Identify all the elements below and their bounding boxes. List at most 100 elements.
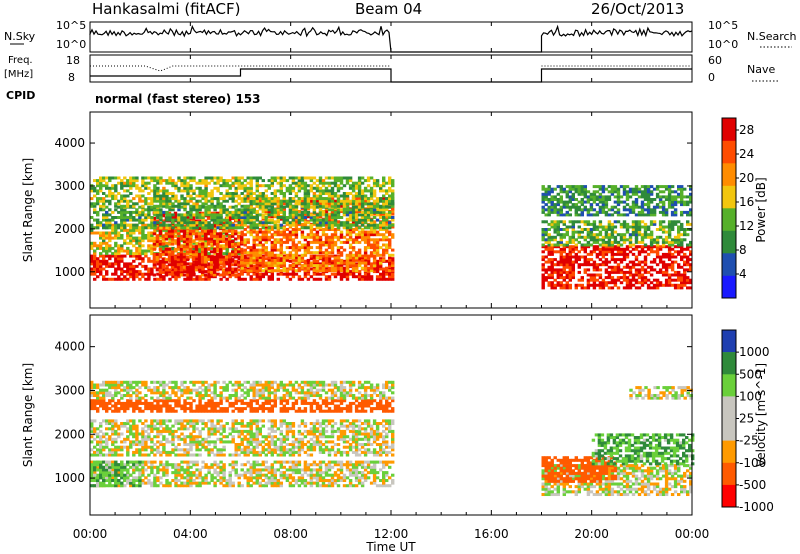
heat-cell — [186, 189, 190, 193]
heat-cell — [547, 265, 551, 269]
heat-cell — [345, 261, 350, 265]
heat-cell — [616, 286, 621, 290]
heat-cell — [174, 194, 178, 198]
heat-cell — [273, 269, 278, 273]
heat-cell — [258, 192, 263, 195]
heat-cell — [114, 186, 118, 190]
heat-cell — [610, 255, 615, 259]
heat-cell — [372, 204, 377, 208]
heat-cell — [90, 204, 94, 208]
heat-cell — [218, 260, 223, 264]
heat-cell — [231, 216, 235, 219]
heat-cell — [228, 234, 232, 238]
heat-cell — [637, 250, 642, 254]
heat-cell — [562, 228, 567, 231]
heat-cell — [243, 184, 247, 188]
heat-cell — [267, 215, 272, 219]
heat-cell — [224, 242, 229, 246]
heat-cell — [345, 210, 350, 214]
heat-cell — [309, 189, 314, 193]
heat-cell — [369, 269, 374, 273]
heat-cell — [363, 264, 368, 268]
heat-cell — [562, 260, 567, 264]
heat-cell — [652, 260, 657, 264]
heat-cell — [649, 286, 654, 290]
heat-cell — [294, 246, 299, 250]
heat-cell — [234, 252, 238, 256]
heat-cell — [120, 210, 124, 214]
heat-cell — [330, 272, 335, 276]
heat-cell — [158, 265, 163, 269]
heat-cell — [212, 211, 217, 215]
heat-cell — [185, 237, 190, 241]
heat-cell — [219, 223, 223, 227]
heat-cell — [186, 210, 190, 214]
heat-cell — [562, 286, 567, 290]
heat-cell — [285, 258, 290, 262]
heat-cell — [203, 255, 208, 259]
heat-cell — [192, 226, 196, 230]
heat-cell — [273, 264, 278, 268]
heat-cell — [598, 230, 603, 234]
heat-cell — [619, 235, 624, 239]
heat-cell — [385, 218, 389, 222]
heat-cell — [683, 283, 687, 287]
heat-cell — [324, 202, 329, 206]
heat-cell — [598, 281, 603, 285]
heat-cell — [559, 243, 564, 247]
heat-cell — [634, 245, 639, 249]
heat-cell — [652, 283, 657, 287]
heat-cell — [306, 207, 311, 211]
heat-cell — [619, 281, 624, 285]
heat-cell — [640, 247, 645, 251]
heat-cell — [215, 240, 220, 243]
heat-cell — [156, 199, 160, 203]
heat-cell — [255, 213, 260, 217]
heat-cell — [309, 275, 314, 279]
heat-cell — [117, 205, 121, 209]
heat-cell — [385, 208, 389, 212]
heat-cell — [667, 235, 672, 239]
heat-cell — [171, 179, 175, 183]
heat-cell — [165, 223, 169, 227]
heat-cell — [120, 186, 124, 190]
heat-cell — [206, 242, 211, 246]
heat-cell — [185, 255, 190, 259]
heat-cell — [388, 261, 392, 265]
heat-cell — [270, 272, 275, 276]
heat-cell — [234, 181, 238, 185]
heat-cell — [318, 266, 323, 270]
heat-cell — [153, 192, 157, 195]
heat-cell — [297, 179, 302, 183]
heat-cell — [291, 186, 296, 190]
heat-cell — [195, 254, 199, 258]
heat-cell — [345, 192, 350, 195]
heat-cell — [185, 234, 190, 238]
heat-cell — [306, 243, 311, 247]
heat-cell — [129, 204, 133, 208]
heat-cell — [224, 260, 229, 264]
heat-cell — [628, 240, 633, 244]
heat-cell — [625, 255, 630, 259]
heat-cell — [204, 186, 208, 190]
heat-cell — [568, 265, 573, 269]
heat-cell — [264, 204, 269, 208]
heat-cell — [162, 179, 166, 183]
heat-cell — [102, 257, 106, 261]
heat-cell — [255, 181, 260, 185]
heat-cell — [683, 278, 687, 282]
heat-cell — [197, 255, 202, 259]
heat-cell — [601, 203, 606, 207]
heat-cell — [613, 265, 618, 269]
heat-cell — [240, 253, 244, 257]
heat-cell — [261, 251, 266, 255]
heat-cell — [282, 266, 287, 270]
heat-cell — [210, 267, 214, 271]
heat-cell — [255, 238, 260, 242]
heat-cell — [174, 204, 178, 208]
heat-cell — [108, 249, 112, 253]
heat-cell — [306, 251, 311, 255]
heat-cell — [240, 176, 244, 180]
heat-cell — [550, 286, 554, 290]
heat-cell — [237, 176, 241, 180]
